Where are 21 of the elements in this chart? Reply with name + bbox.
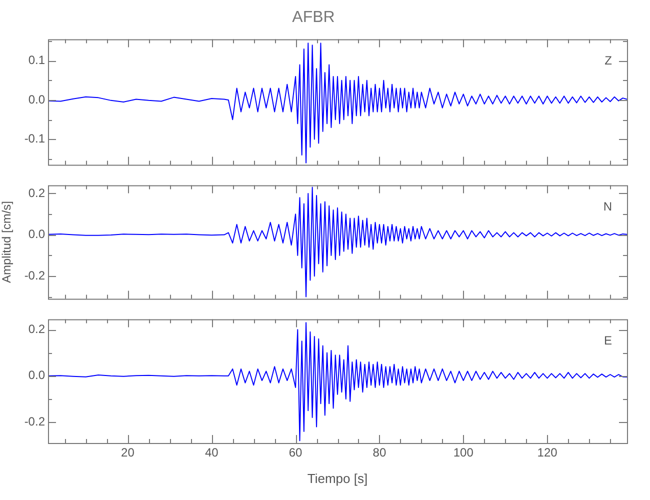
- annotation: Z: [604, 54, 612, 68]
- x-axis-title: Tiempo [s]: [307, 470, 368, 486]
- x-tick-label: 60: [288, 446, 303, 460]
- y-tick-label: 0.2: [28, 186, 46, 200]
- x-tick-label: 20: [121, 446, 135, 460]
- y-tick-label: -0.2: [24, 414, 46, 428]
- x-tick-label: 120: [537, 446, 558, 460]
- x-tick-label: 40: [204, 446, 219, 460]
- y-tick-label: 0.2: [28, 322, 46, 336]
- x-tick-label: 80: [372, 446, 386, 460]
- annotation: E: [604, 334, 612, 348]
- y-tick-label: -0.2: [24, 268, 46, 282]
- y-tick-label: 0.0: [28, 368, 46, 382]
- x-tick-label: 100: [453, 446, 474, 460]
- chart-title: AFBR: [292, 9, 335, 26]
- y-tick-label: 0.0: [28, 92, 46, 106]
- y-axis-title: Amplitud [cm/s]: [0, 200, 14, 284]
- y-tick-label: 0.1: [28, 53, 46, 68]
- y-tick-label: 0.0: [28, 227, 46, 242]
- annotation: N: [603, 200, 612, 214]
- y-tick-label: -0.1: [24, 132, 46, 146]
